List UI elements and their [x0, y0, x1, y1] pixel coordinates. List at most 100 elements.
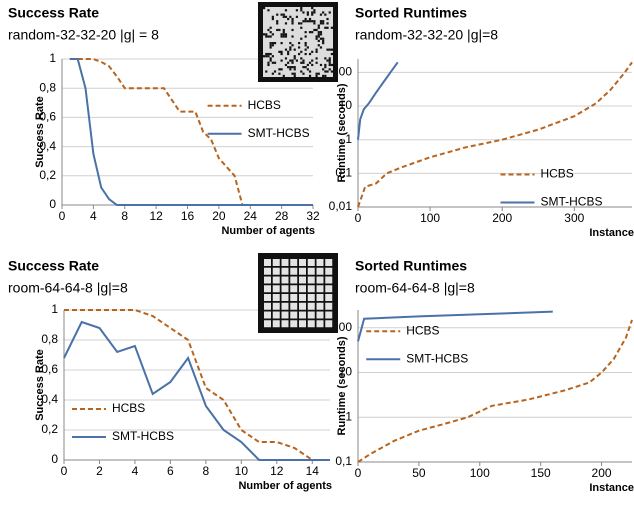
map-obstacle: [271, 15, 274, 18]
map-obstacle: [265, 70, 268, 73]
map-obstacle: [298, 22, 301, 25]
x-tick-label: 20: [212, 209, 226, 223]
map-room: [325, 267, 333, 275]
map-obstacle: [269, 35, 272, 38]
map-room: [290, 294, 298, 301]
series-line: [357, 61, 633, 208]
map-room: [299, 320, 306, 328]
map-obstacle: [308, 74, 312, 77]
map-obstacle: [324, 66, 327, 69]
chart-subtitle: random-32-32-20 |g| = 8: [8, 27, 159, 43]
map-room: [316, 285, 324, 293]
map-obstacle: [315, 57, 318, 60]
map-room: [325, 302, 333, 310]
map-room: [272, 276, 280, 284]
map-room: [325, 285, 333, 293]
map-obstacle: [263, 55, 266, 58]
map-room: [307, 259, 315, 266]
y-tick-label: 0,2: [39, 168, 56, 182]
map-obstacle: [291, 61, 294, 64]
map-obstacle: [282, 35, 285, 38]
map-room: [264, 302, 271, 310]
map-obstacle: [287, 52, 290, 56]
map-obstacle: [300, 26, 303, 29]
map-obstacle: [298, 52, 301, 56]
chart-title: Sorted Runtimes: [355, 258, 467, 274]
map-room: [325, 259, 333, 266]
x-tick-label: 4: [132, 464, 139, 478]
y-tick-label: 1: [345, 132, 352, 146]
map-room: [325, 320, 333, 328]
map-obstacle: [293, 55, 296, 58]
x-tick-label: 300: [564, 211, 584, 225]
map-obstacle: [291, 66, 294, 69]
map-obstacle: [267, 28, 270, 32]
chart-title: Sorted Runtimes: [355, 5, 467, 21]
map-obstacle: [313, 9, 316, 12]
map-obstacle: [284, 63, 288, 67]
map-thumbnail: [258, 2, 338, 82]
map-room: [316, 267, 324, 275]
x-tick-label: 6: [167, 464, 174, 478]
map-obstacle: [304, 52, 307, 56]
map-obstacle: [282, 31, 285, 34]
map-obstacle: [282, 33, 285, 36]
map-obstacle: [269, 31, 272, 34]
map-obstacle: [282, 28, 285, 32]
map-obstacle: [328, 63, 331, 67]
map-obstacle: [317, 26, 320, 29]
x-tick-label: 28: [275, 209, 289, 223]
legend-label: SMT-HCBS: [540, 195, 602, 209]
map-obstacle: [271, 72, 274, 75]
map-obstacle: [319, 13, 323, 16]
map-obstacle: [311, 13, 314, 16]
map-obstacle: [315, 48, 318, 51]
map-room: [290, 276, 298, 284]
map-obstacle: [308, 31, 312, 34]
map-obstacle: [287, 61, 290, 64]
map-obstacle: [315, 61, 318, 64]
map-obstacle: [293, 48, 296, 51]
legend-label: HCBS: [540, 167, 573, 181]
map-obstacle: [306, 68, 309, 71]
map-obstacle: [306, 46, 309, 49]
map-obstacle: [269, 42, 272, 45]
map-obstacle: [326, 48, 329, 51]
map-obstacle: [293, 66, 296, 69]
y-axis-title: Success Rate: [34, 96, 46, 168]
map-obstacle: [322, 20, 325, 23]
map-obstacle: [315, 37, 318, 40]
map-obstacle: [322, 11, 325, 14]
map-obstacle: [267, 35, 270, 38]
map-obstacle: [315, 74, 318, 77]
map-obstacle: [295, 59, 298, 62]
map-room: [264, 276, 271, 284]
map-obstacle: [273, 61, 277, 64]
map-obstacle: [319, 20, 323, 23]
map-obstacle: [287, 17, 290, 21]
map-obstacle: [278, 68, 281, 71]
map-obstacle: [315, 35, 318, 38]
y-tick-label: 0,4: [41, 392, 58, 406]
map-obstacle: [271, 42, 274, 45]
map-room: [316, 294, 324, 301]
x-axis-title: Number of agents: [221, 225, 315, 237]
map-thumbnail: [258, 253, 338, 333]
map-room: [307, 311, 315, 319]
map-obstacle: [284, 48, 288, 51]
map-room: [281, 259, 289, 266]
map-room: [281, 276, 289, 284]
map-obstacle: [326, 22, 329, 25]
map-room: [272, 294, 280, 301]
map-obstacle: [302, 20, 305, 23]
panel: Sorted Runtimes room-64-64-8 |g|=8 0,1 1 10 1…: [332, 258, 634, 494]
map-obstacle: [304, 48, 307, 51]
map-obstacle: [284, 33, 288, 36]
y-tick-label: 1: [51, 302, 58, 316]
map-obstacle: [317, 31, 320, 34]
map-obstacle: [298, 46, 301, 49]
map-obstacle: [319, 33, 323, 36]
map-obstacle: [328, 11, 331, 14]
map-obstacle: [265, 52, 268, 56]
y-tick-label: 0,6: [39, 110, 56, 124]
